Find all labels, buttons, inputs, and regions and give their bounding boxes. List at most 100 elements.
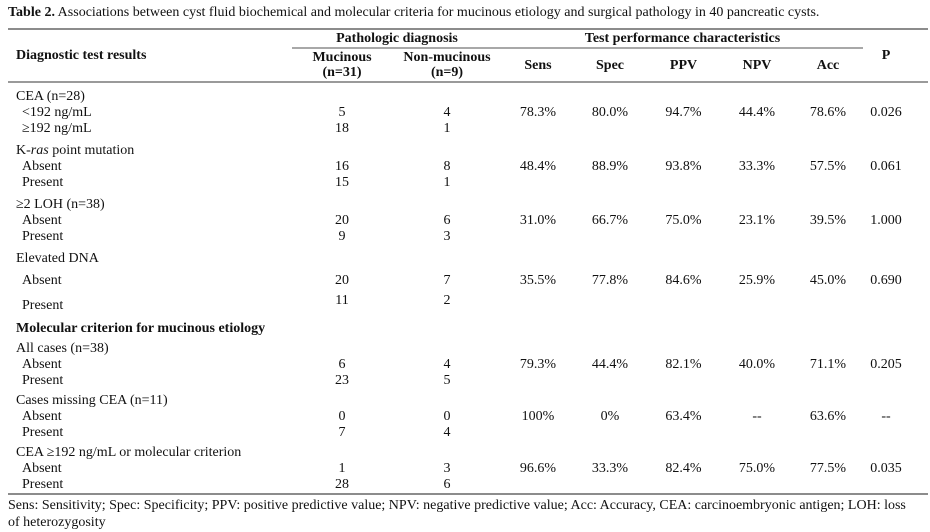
column-header-nonmucinous-name: Non-mucinous bbox=[403, 50, 491, 65]
cell-spec: 77.8% bbox=[591, 272, 629, 288]
section-header-label: CEA (n=28) bbox=[8, 89, 909, 105]
table-row: Present 15 1 bbox=[8, 175, 928, 191]
row-label: Present bbox=[8, 229, 292, 245]
cell-mucinous: 20 bbox=[335, 272, 349, 288]
table-number: Table 2. bbox=[8, 5, 55, 20]
cell-sens: 35.5% bbox=[519, 272, 557, 288]
footnote-line-1: Sens: Sensitivity; Spec: Specificity; PP… bbox=[8, 497, 906, 513]
cell-nonmucinous: 6 bbox=[443, 212, 451, 228]
cell-npv bbox=[721, 121, 793, 137]
cell-nonmucinous: 1 bbox=[443, 120, 451, 136]
column-header-p: P bbox=[881, 47, 891, 63]
table-row: Absent 0 0 100% 0% 63.4% -- 63.6% -- bbox=[8, 409, 928, 425]
column-header-nonmucinous: Non-mucinous (n=9) bbox=[392, 50, 502, 80]
cell-nonmucinous: 4 bbox=[443, 104, 451, 120]
row-label-text: Present bbox=[22, 424, 64, 440]
section-header-segment: CEA ≥192 ng/mL or molecular criterion bbox=[16, 444, 242, 460]
row-label: Present bbox=[8, 373, 292, 389]
cell-p bbox=[863, 373, 909, 389]
cell-p bbox=[863, 293, 909, 309]
cell-spec bbox=[574, 477, 646, 493]
cell-nonmucinous: 7 bbox=[443, 272, 451, 288]
row-label-text: ≥192 ng/mL bbox=[22, 120, 92, 136]
cell-sens: 96.6% bbox=[519, 460, 557, 476]
cell-ppv: 94.7% bbox=[665, 104, 702, 120]
cell-acc bbox=[793, 425, 863, 441]
row-label-text: Absent bbox=[22, 356, 62, 372]
table-section: K-ras point mutation Absent 16 8 48.4% 88.9% 9… bbox=[8, 143, 928, 191]
cell-ppv bbox=[646, 293, 721, 309]
cell-p bbox=[863, 229, 909, 245]
cell-spec bbox=[574, 175, 646, 191]
cell-acc: 71.1% bbox=[809, 356, 847, 372]
cell-npv bbox=[721, 293, 793, 309]
cell-acc: 45.0% bbox=[809, 272, 847, 288]
row-label-text: Absent bbox=[22, 212, 62, 228]
cell-p bbox=[863, 121, 909, 137]
section-header-row: ≥2 LOH (n=38) bbox=[8, 197, 928, 213]
cell-ppv: 82.4% bbox=[665, 460, 702, 476]
cell-acc bbox=[793, 293, 863, 309]
cell-acc bbox=[793, 229, 863, 245]
row-label-text: Absent bbox=[22, 460, 62, 476]
section-header-label: Cases missing CEA (n=11) bbox=[8, 393, 909, 409]
cell-spec: 80.0% bbox=[591, 104, 629, 120]
row-label-text: Present bbox=[22, 297, 64, 313]
section-header-label: ≥2 LOH (n=38) bbox=[8, 197, 909, 213]
table-row: <192 ng/mL 5 4 78.3% 80.0% 94.7% 44.4% 78.6% 0.0… bbox=[8, 105, 928, 121]
section-header-label: Elevated DNA bbox=[8, 251, 909, 267]
cell-spec bbox=[574, 425, 646, 441]
cell-nonmucinous: 2 bbox=[443, 292, 451, 308]
table-section: ≥2 LOH (n=38) Absent 20 6 31.0% 66.7% 75.0% 23.… bbox=[8, 197, 928, 245]
section-header-row: All cases (n=38) bbox=[8, 341, 928, 357]
cell-mucinous: 28 bbox=[335, 476, 349, 492]
header-bottom-rule bbox=[8, 81, 928, 83]
table-section: CEA ≥192 ng/mL or molecular criterion Abs… bbox=[8, 445, 928, 493]
cell-npv: 40.0% bbox=[738, 356, 776, 372]
row-label: Absent bbox=[8, 273, 292, 289]
cell-p bbox=[863, 477, 909, 493]
cell-mucinous: 11 bbox=[335, 292, 349, 308]
cell-sens: 78.3% bbox=[519, 104, 557, 120]
table-row: Absent 6 4 79.3% 44.4% 82.1% 40.0% 71.1% 0.205 bbox=[8, 357, 928, 373]
row-label: <192 ng/mL bbox=[8, 105, 292, 121]
table-row: Absent 20 6 31.0% 66.7% 75.0% 23.1% 39.5% 1.000 bbox=[8, 213, 928, 229]
cell-spec bbox=[574, 121, 646, 137]
row-label-text: Absent bbox=[22, 158, 62, 174]
column-header-diagnostic-test-results: Diagnostic test results bbox=[16, 47, 147, 63]
table-row: Absent 20 7 35.5% 77.8% 84.6% 25.9% 45.0% 0.690 bbox=[8, 273, 928, 289]
cell-p: 1.000 bbox=[870, 212, 902, 228]
table-row: Present 9 3 bbox=[8, 229, 928, 245]
cell-mucinous: 15 bbox=[335, 174, 349, 190]
cell-npv: 33.3% bbox=[738, 158, 776, 174]
top-rule bbox=[8, 28, 928, 30]
row-label: Present bbox=[8, 293, 292, 313]
cell-npv: 75.0% bbox=[738, 460, 776, 476]
cell-p bbox=[863, 175, 909, 191]
table-caption-text: Associations between cyst fluid biochemi… bbox=[54, 5, 820, 20]
cell-ppv bbox=[646, 373, 721, 389]
row-label-text: Absent bbox=[22, 272, 62, 288]
cell-ppv: 82.1% bbox=[665, 356, 702, 372]
table-row: ≥192 ng/mL 18 1 bbox=[8, 121, 928, 137]
cell-p: 0.035 bbox=[870, 460, 902, 476]
cell-mucinous: 0 bbox=[338, 408, 346, 424]
cell-mucinous: 9 bbox=[338, 228, 346, 244]
cell-p: 0.690 bbox=[870, 272, 902, 288]
row-label: Present bbox=[8, 477, 292, 493]
cell-mucinous: 23 bbox=[335, 372, 349, 388]
table-header: Diagnostic test results Pathologic diagn… bbox=[8, 30, 928, 81]
table-section: Elevated DNA Absent 20 7 35.5% 77.8% 84.6% 25.9… bbox=[8, 251, 928, 313]
cell-mucinous: 7 bbox=[338, 424, 346, 440]
section-header-italic-segment: ras bbox=[30, 142, 49, 158]
cell-p: 0.205 bbox=[870, 356, 902, 372]
row-label: Absent bbox=[8, 409, 292, 425]
cell-npv: 25.9% bbox=[738, 272, 776, 288]
column-header-acc: Acc bbox=[816, 57, 840, 73]
table-body: CEA (n=28) <192 ng/mL 5 4 78.3% 80.0% 94.7% 44.… bbox=[8, 83, 928, 493]
section-header-row: CEA ≥192 ng/mL or molecular criterion bbox=[8, 445, 928, 461]
row-label: Absent bbox=[8, 461, 292, 477]
cell-p: 0.061 bbox=[870, 158, 902, 174]
cell-sens bbox=[502, 477, 574, 493]
section-header-row: CEA (n=28) bbox=[8, 89, 928, 105]
